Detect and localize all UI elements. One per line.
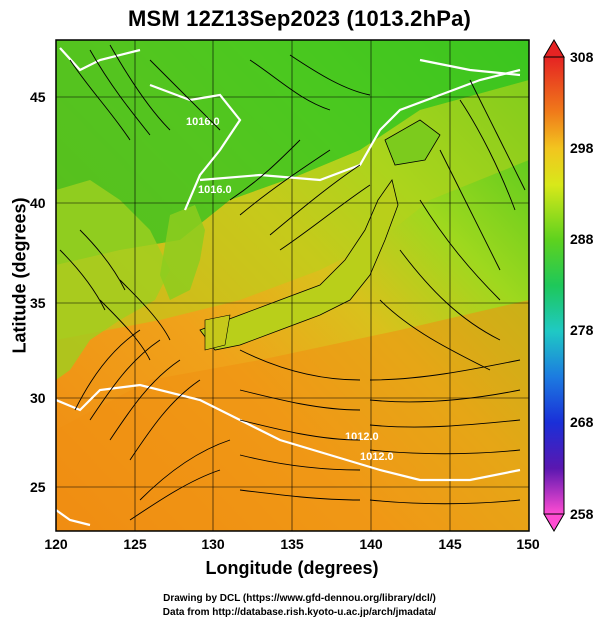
colorbar-tick-label: 258 xyxy=(570,506,594,522)
colorbar-tick-label: 268 xyxy=(570,414,594,430)
x-tick-label: 125 xyxy=(123,536,147,552)
map-title: MSM 12Z13Sep2023 (1013.2hPa) xyxy=(127,6,472,31)
colorbar-tick-label: 278 xyxy=(570,322,594,338)
x-tick-label: 120 xyxy=(44,536,68,552)
y-tick-label: 30 xyxy=(30,390,46,406)
x-tick-label: 135 xyxy=(280,536,304,552)
graticule xyxy=(56,40,529,531)
y-tick-label: 40 xyxy=(30,195,46,211)
colorbar-max-arrow xyxy=(543,39,565,58)
contour-label: 1012.0 xyxy=(345,431,379,443)
x-tick-label: 130 xyxy=(201,536,225,552)
y-tick-label: 25 xyxy=(30,479,46,495)
plot-frame xyxy=(55,39,530,532)
x-tick-label: 145 xyxy=(438,536,462,552)
contour-label: 1012.0 xyxy=(360,451,394,463)
korea-peninsula xyxy=(160,205,205,300)
contour-label: 1016.0 xyxy=(186,116,220,128)
credit-line: Data from http://database.rish.kyoto-u.a… xyxy=(162,607,437,618)
y-tick-label: 35 xyxy=(30,295,46,311)
x-tick-label: 140 xyxy=(359,536,383,552)
colorbar xyxy=(543,56,565,515)
kyushu xyxy=(204,314,231,351)
credit-line: Drawing by DCL (https://www.gfd-dennou.o… xyxy=(163,593,436,604)
x-axis-label: Longitude (degrees) xyxy=(205,558,379,578)
contour-label: 1016.0 xyxy=(198,184,232,196)
x-tick-label: 150 xyxy=(516,536,540,552)
y-tick-label: 45 xyxy=(30,89,46,105)
colorbar-min-arrow xyxy=(543,513,565,532)
colorbar-tick-label: 298 xyxy=(570,140,594,156)
wind-streamlines xyxy=(59,44,526,521)
colorbar-tick-label: 308 xyxy=(570,49,594,65)
colorbar-tick-label: 288 xyxy=(570,231,594,247)
china-coast xyxy=(56,180,170,380)
hokkaido xyxy=(384,119,441,166)
